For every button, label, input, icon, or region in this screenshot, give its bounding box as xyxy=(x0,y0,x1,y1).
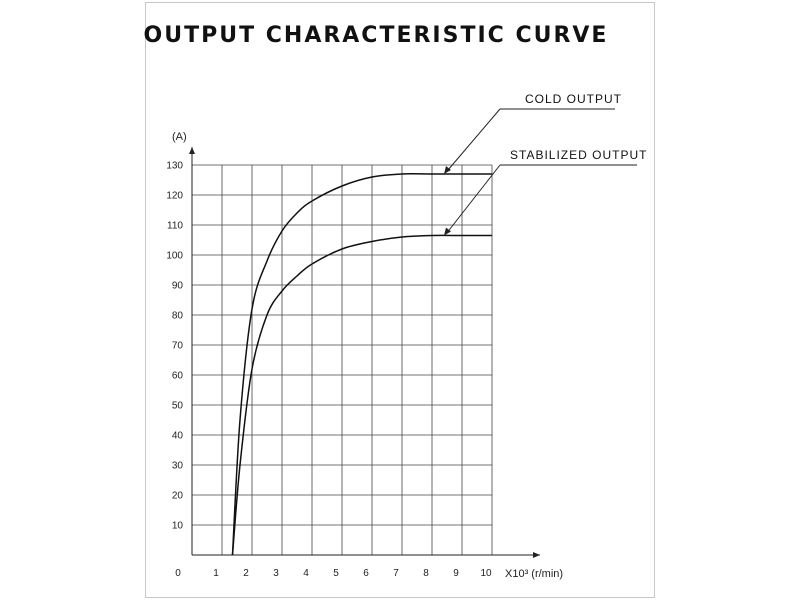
y-tick-label: 20 xyxy=(172,491,184,502)
y-tick-label: 130 xyxy=(166,161,183,172)
annotation-leader-line xyxy=(447,164,501,232)
y-tick-label: 100 xyxy=(166,251,183,262)
x-axis-arrow xyxy=(533,552,540,558)
annotations: COLD OUTPUT STABILIZED OUTPUT xyxy=(444,92,647,236)
stabilized-output-line xyxy=(231,234,492,556)
annotation-leader-line xyxy=(447,108,501,171)
annotation-arrowhead xyxy=(444,166,451,174)
cold-output-annotation: COLD OUTPUT xyxy=(525,92,622,106)
y-axis-label: (A) xyxy=(172,131,187,143)
x-tick-label: 3 xyxy=(273,568,279,579)
tick-labels: 0 1 2 3 4 5 6 7 8 9 10 10 20 30 40 50 60 70 80 90 100 110 120 1… xyxy=(166,161,492,580)
y-tick-label: 10 xyxy=(172,521,184,532)
chart-title: OUTPUT CHARACTERISTIC CURVE xyxy=(144,23,609,48)
y-tick-label: 80 xyxy=(172,311,184,322)
x-tick-label: 0 xyxy=(175,568,181,579)
axes xyxy=(189,147,540,558)
x-tick-label: 8 xyxy=(423,568,429,579)
y-tick-label: 30 xyxy=(172,461,184,472)
chart-frame xyxy=(145,2,655,598)
y-tick-label: 70 xyxy=(172,341,184,352)
x-tick-label: 9 xyxy=(453,568,459,579)
y-axis-arrow xyxy=(189,147,195,154)
x-tick-label: 5 xyxy=(333,568,339,579)
x-tick-label: 4 xyxy=(303,568,309,579)
y-tick-label: 110 xyxy=(167,221,183,232)
x-tick-label: 10 xyxy=(480,568,492,579)
series-lines xyxy=(231,173,492,556)
stabilized-output-annotation: STABILIZED OUTPUT xyxy=(510,148,647,162)
x-tick-label: 7 xyxy=(393,568,399,579)
annotation-arrowhead xyxy=(444,227,451,236)
x-tick-label: 1 xyxy=(213,568,219,579)
y-tick-label: 120 xyxy=(166,191,183,202)
y-tick-label: 50 xyxy=(172,401,184,412)
y-tick-label: 90 xyxy=(172,281,184,292)
x-tick-label: 2 xyxy=(243,568,249,579)
x-axis-label: X10³ (r/min) xyxy=(505,568,563,580)
y-tick-label: 40 xyxy=(172,431,184,442)
y-tick-label: 60 xyxy=(172,371,184,382)
grid xyxy=(192,164,493,555)
cold-output-line xyxy=(231,173,492,556)
x-tick-label: 6 xyxy=(363,568,369,579)
